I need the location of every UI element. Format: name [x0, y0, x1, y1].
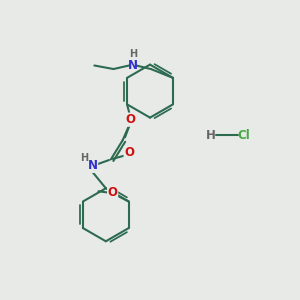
Text: O: O	[125, 113, 135, 126]
Text: H: H	[80, 153, 88, 163]
Text: Cl: Cl	[238, 129, 250, 142]
Text: O: O	[124, 146, 134, 159]
Text: N: N	[88, 159, 98, 172]
Text: H: H	[129, 49, 137, 59]
Text: O: O	[108, 186, 118, 199]
Text: H: H	[206, 129, 215, 142]
Text: N: N	[128, 59, 138, 72]
